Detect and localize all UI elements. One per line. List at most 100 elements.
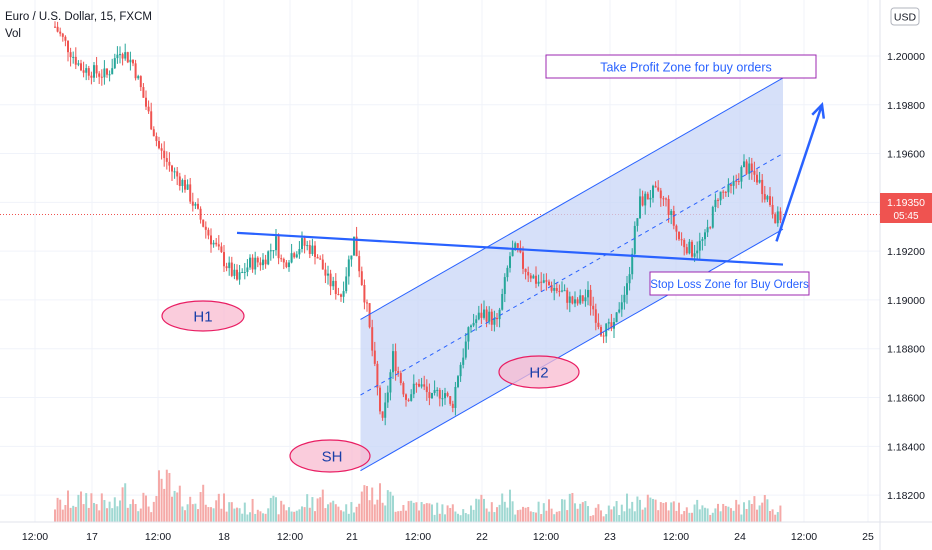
volume-bar <box>134 504 137 522</box>
volume-bar <box>610 509 613 522</box>
candle-body <box>597 322 600 327</box>
price-tick-label: 1.19000 <box>887 295 925 307</box>
candle-body <box>433 390 436 393</box>
time-axis[interactable]: 12:00 17 12:00 18 12:00 21 12:00 22 12:00 23 12:00… <box>0 521 932 543</box>
sh-marker[interactable]: SH <box>289 439 371 473</box>
volume-bar <box>275 497 277 522</box>
volume-bar <box>69 507 72 522</box>
volume-bar <box>355 506 358 522</box>
candle-body <box>311 245 314 254</box>
volume-bar <box>254 513 257 522</box>
candle-body <box>540 281 543 283</box>
candle-body <box>454 386 457 408</box>
volume-bar <box>340 510 342 522</box>
h1-marker[interactable]: H1 <box>161 300 245 332</box>
candle-body <box>150 111 153 130</box>
candle-body <box>464 341 467 358</box>
volume-bar <box>256 509 259 522</box>
candle-body <box>717 199 719 201</box>
volume-bar <box>704 507 706 522</box>
volume-bar <box>230 502 233 522</box>
candle-body <box>490 311 493 325</box>
candle-body <box>620 302 623 310</box>
candle-body <box>379 387 381 412</box>
candle-body <box>194 203 197 206</box>
candle-body <box>623 294 626 303</box>
volume-bar <box>722 503 725 522</box>
candle-body <box>327 273 329 276</box>
candle-body <box>106 68 108 75</box>
volume-bar <box>303 507 306 522</box>
volume-bar <box>212 508 215 522</box>
candle-body <box>592 305 595 310</box>
volume-bar <box>137 511 140 522</box>
volume-bar <box>745 508 748 522</box>
volume-bar <box>360 491 363 522</box>
volume-bar <box>667 510 670 522</box>
volume-bar <box>441 504 444 522</box>
candle-body <box>223 252 225 267</box>
candle-body <box>132 59 134 64</box>
volume-bar <box>670 502 673 522</box>
candle-body <box>220 246 223 253</box>
volume-bar <box>602 516 605 522</box>
h2-marker[interactable]: H2 <box>498 355 580 389</box>
take-profit-callout[interactable]: Take Profit Zone for buy orders <box>545 54 817 79</box>
volume-bar <box>438 513 441 522</box>
volume-bar <box>662 502 665 522</box>
volume-bar <box>116 506 119 522</box>
candle-body <box>581 295 584 302</box>
volume-bar <box>579 503 582 522</box>
volume-bar <box>223 493 225 522</box>
candle-body <box>566 290 569 303</box>
drawings-over[interactable] <box>236 77 826 472</box>
volume-bar <box>680 514 683 522</box>
candle-body <box>610 322 613 329</box>
time-tick-label: 25 <box>862 531 874 543</box>
volume-bar <box>657 510 660 522</box>
candle-body <box>332 280 335 287</box>
volume-bar <box>774 514 777 522</box>
symbol-title[interactable]: Euro / U.S. Dollar, 15, FXCM <box>5 11 152 23</box>
time-tick-label: 18 <box>218 531 230 543</box>
candle-body <box>275 236 277 251</box>
volume-bar <box>373 504 376 522</box>
candle-body <box>319 258 322 260</box>
volume-bar <box>628 508 631 522</box>
volume-bar <box>168 472 171 522</box>
volume-bar <box>184 510 186 522</box>
candle-body <box>280 258 283 260</box>
candle-body <box>740 167 743 182</box>
time-tick-label: 12:00 <box>277 531 303 543</box>
channel-upper-line <box>360 77 784 320</box>
candle-body <box>618 309 621 313</box>
candle-body <box>254 257 257 270</box>
candle-body <box>636 218 639 226</box>
candles <box>54 21 782 426</box>
currency-button[interactable]: USD <box>890 7 920 26</box>
candle-body <box>493 317 496 325</box>
volume-bar <box>524 507 527 522</box>
volume-bar <box>220 508 223 522</box>
candle-body <box>665 198 667 200</box>
candle-body <box>758 179 761 183</box>
candle-body <box>373 350 376 364</box>
volume-bar <box>191 504 194 522</box>
volume-bar <box>129 504 132 522</box>
stop-loss-callout[interactable]: Stop Loss Zone for Buy Orders <box>649 271 810 296</box>
candle-body <box>509 256 511 268</box>
candle-body <box>171 165 173 172</box>
candle-body <box>321 259 324 270</box>
candle-body <box>204 226 207 230</box>
volume-bar <box>371 487 374 522</box>
candle-body <box>644 193 647 206</box>
candle-body <box>691 241 693 257</box>
volume-bar <box>381 502 384 522</box>
volume-label[interactable]: Vol <box>5 28 21 40</box>
volume-bar <box>623 511 626 522</box>
volume-bar <box>233 508 236 522</box>
candle-body <box>272 250 275 252</box>
time-tick-label: 12:00 <box>405 531 431 543</box>
candle-body <box>719 191 722 201</box>
